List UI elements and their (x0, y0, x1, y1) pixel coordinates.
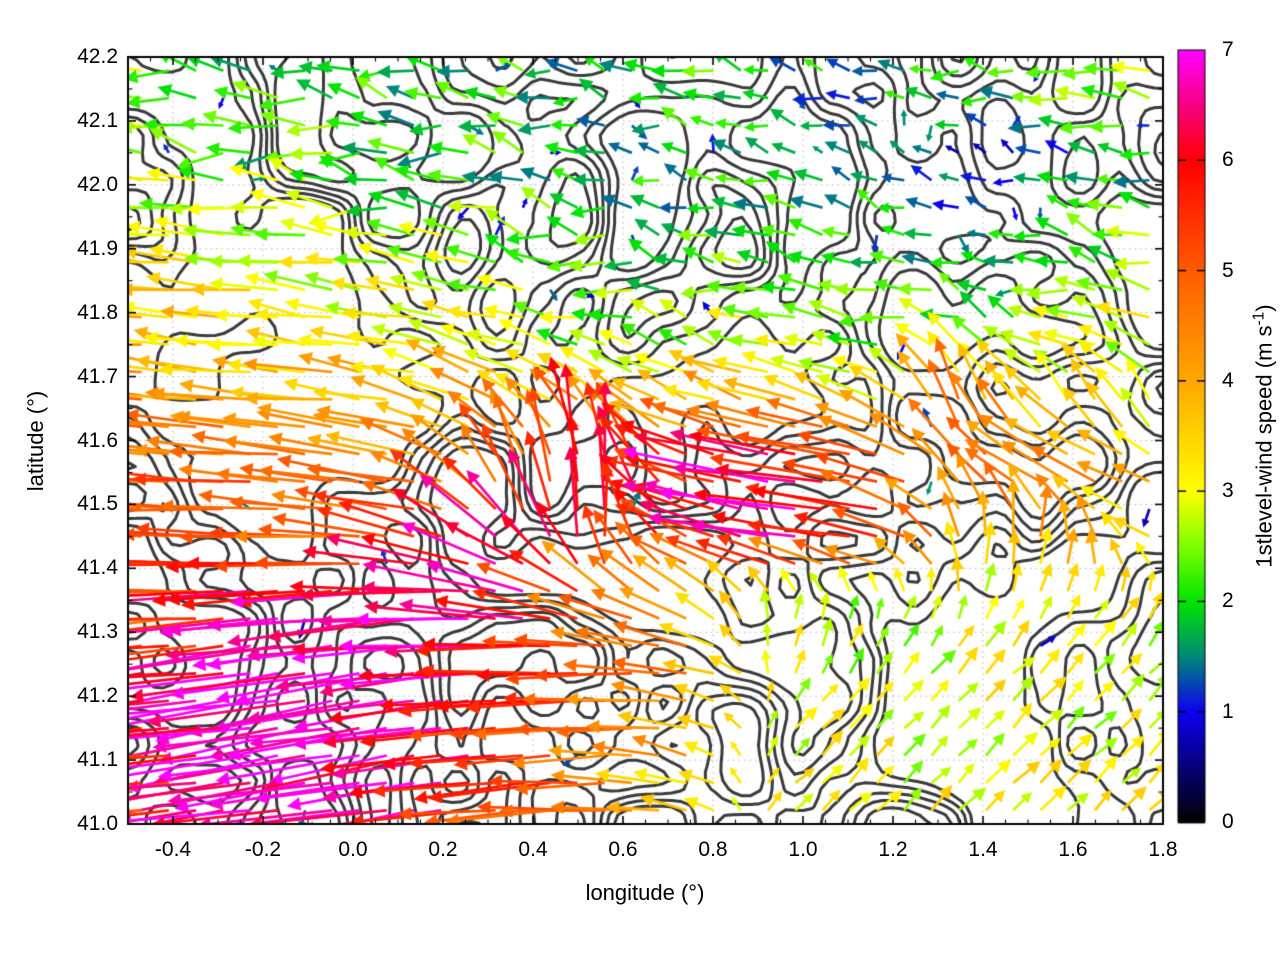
x-tick-label: 1.8 (1148, 838, 1178, 861)
colorbar-tick-label: 4 (1222, 368, 1234, 392)
colorbar-label-text: 1stlevel-wind speed (m s (1251, 325, 1277, 568)
y-tick-label: 41.3 (77, 620, 118, 644)
colorbar-tick-label: 3 (1222, 479, 1234, 503)
x-axis-label: longitude (°) (585, 880, 705, 905)
colorbar-label-superscript: -1 (1250, 311, 1268, 326)
colorbar-tick-label: 6 (1222, 148, 1234, 172)
colorbar-tick-label: 1 (1222, 699, 1234, 723)
y-tick-label: 42.2 (77, 45, 118, 68)
y-tick-label: 41.9 (77, 236, 118, 260)
x-tick-label: 1.4 (968, 838, 998, 861)
colorbar-tick-label: 2 (1222, 589, 1234, 613)
y-tick-label: 41.8 (77, 300, 118, 324)
y-tick-label: 41.2 (77, 684, 118, 708)
y-tick-label: 41.5 (77, 492, 118, 516)
colorbar-label-suffix: ) (1251, 304, 1277, 312)
y-tick-label: 42.0 (77, 172, 118, 196)
colorbar-tick-label: 0 (1222, 810, 1234, 833)
x-tick-label: -0.4 (154, 838, 192, 861)
y-tick-label: 41.1 (77, 748, 118, 772)
x-tick-label: 0.8 (698, 838, 728, 861)
y-tick-label: 42.1 (77, 108, 118, 132)
y-tick-label: 41.4 (77, 556, 118, 580)
x-tick-label: 0.6 (608, 838, 638, 861)
y-tick-label: 41.0 (77, 812, 118, 835)
y-tick-label: 41.7 (77, 364, 118, 388)
x-tick-label: 0.2 (428, 838, 458, 861)
x-tick-label: 0.4 (518, 838, 548, 861)
y-tick-label: 41.6 (77, 428, 118, 452)
colorbar-tick-label: 5 (1222, 258, 1234, 282)
x-tick-label: 0.0 (338, 838, 368, 861)
colorbar-label: 1stlevel-wind speed (m s-1) (1250, 304, 1277, 567)
colorbar-tick-label: 7 (1222, 38, 1234, 61)
x-tick-label: 1.2 (878, 838, 908, 861)
x-tick-label: 1.6 (1058, 838, 1088, 861)
x-tick-label: 1.0 (788, 838, 818, 861)
x-tick-label: -0.2 (244, 838, 282, 861)
